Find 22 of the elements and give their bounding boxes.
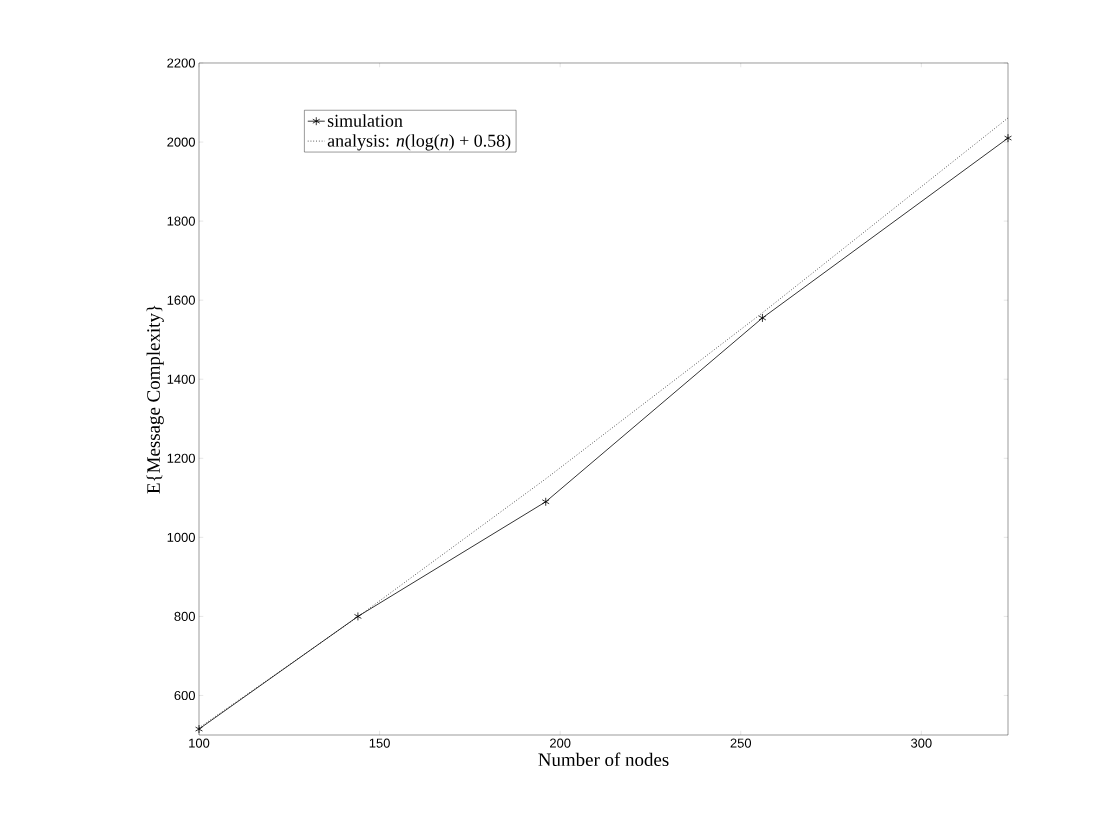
y-tick-label: 1800: [167, 216, 195, 226]
y-tick-label: 1600: [167, 295, 195, 305]
point: [354, 612, 362, 621]
y-tick-label: 2200: [167, 58, 195, 68]
x-tick-label: 100: [189, 738, 210, 748]
point: [758, 313, 767, 323]
x-tick-label: 250: [730, 738, 752, 748]
y-tick-label: 2000: [167, 137, 195, 147]
x-tick-label: 300: [911, 738, 932, 748]
legend-label: simulation: [327, 114, 403, 127]
y-tick-label: 600: [174, 690, 195, 701]
legend-label: analysis: n(log(n) + 0.58): [327, 134, 511, 151]
y-tick-label: 1200: [167, 453, 195, 463]
x-tick-label: 200: [550, 738, 571, 748]
x-tick-label: 150: [369, 738, 390, 748]
x-axis-title: Number of nodes: [538, 752, 669, 767]
point: [541, 497, 550, 507]
y-axis-title: E{Message Complexity}: [146, 305, 164, 494]
point: [1004, 133, 1012, 143]
y-tick-label: 1000: [167, 532, 195, 542]
y-tick-label: 800: [174, 611, 195, 621]
y-tick-label: 1400: [167, 374, 195, 384]
